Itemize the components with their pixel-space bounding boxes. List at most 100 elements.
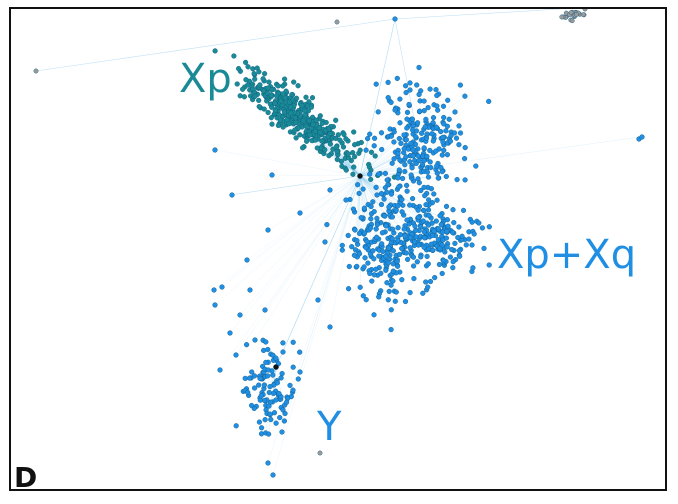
node-scattered [247, 287, 253, 293]
node-xp [276, 111, 282, 118]
node-y [295, 376, 301, 382]
node-xpxq [421, 108, 427, 114]
network-edge [317, 138, 361, 177]
network-edge [229, 175, 361, 334]
network-edge [359, 109, 396, 177]
node-xpxq [391, 156, 397, 162]
node-xpxq [434, 103, 440, 109]
node-scattered [469, 242, 475, 248]
network-nodes [33, 9, 645, 478]
node-xp [240, 86, 246, 92]
node-y [271, 410, 278, 416]
node-xpxq [450, 259, 456, 265]
node-xpxq [368, 216, 374, 222]
node-xp [282, 76, 288, 82]
node-xpxq [441, 258, 447, 264]
node-xpxq [399, 277, 405, 283]
node-xpxq [396, 167, 402, 173]
node-xpxq [440, 139, 446, 145]
node-xpxq [420, 290, 426, 296]
node-xpxq [429, 131, 435, 137]
node-xp [303, 94, 309, 100]
node-xpxq [394, 75, 400, 82]
node-xpxq [385, 297, 391, 303]
node-xpxq [448, 133, 454, 139]
node-xpxq [390, 268, 396, 274]
node-xpxq [374, 222, 381, 228]
network-edge [282, 175, 361, 353]
network-edge [359, 175, 396, 206]
network-edge [221, 175, 361, 288]
node-xpxq [365, 260, 371, 266]
node-scattered [280, 349, 286, 355]
network-edge [272, 175, 361, 476]
node-xpxq [391, 139, 397, 145]
node-xpxq [409, 127, 416, 133]
node-xpxq [456, 142, 462, 148]
node-xpxq [431, 191, 437, 197]
network-edge [35, 18, 396, 72]
node-xp [350, 171, 356, 177]
network-edge [271, 174, 361, 177]
node-xpxq [396, 251, 403, 258]
node-scattered [265, 227, 271, 233]
node-xpxq [462, 156, 468, 162]
node-xp [292, 127, 298, 133]
node-y [297, 349, 303, 355]
network-edge [359, 175, 405, 244]
node-scattered [262, 307, 268, 313]
node-xp [260, 76, 266, 82]
node-scattered [352, 227, 358, 233]
node-y [270, 372, 276, 378]
node-xpxq [438, 128, 444, 135]
node-xpxq [385, 79, 391, 86]
node-xpxq [428, 186, 435, 192]
node-xpxq [443, 235, 450, 241]
node-xpxq [357, 230, 363, 237]
node-xpxq [392, 298, 398, 304]
node-xp [260, 88, 267, 94]
node-xpxq [395, 263, 401, 269]
node-xpxq [486, 224, 492, 230]
node-xp [343, 167, 349, 173]
node-xpxq [455, 234, 461, 241]
node-xpxq [433, 86, 439, 93]
node-xpxq [457, 253, 463, 259]
node-xpxq [389, 214, 396, 220]
node-y [279, 371, 285, 377]
node-y [247, 375, 253, 381]
node-xpxq [371, 272, 377, 278]
network-edge [299, 175, 361, 214]
node-xpxq [447, 254, 454, 260]
node-y [257, 397, 263, 403]
node-y [287, 382, 293, 389]
network-graph [33, 9, 645, 478]
node-xpxq [436, 261, 443, 268]
node-peripheral [392, 16, 398, 22]
node-xpxq [421, 145, 427, 151]
node-xpxq [409, 165, 415, 171]
node-xpxq [439, 152, 445, 158]
node-xp [280, 83, 286, 89]
network-edge [305, 136, 361, 177]
node-xpxq [425, 174, 432, 180]
node-xpxq [425, 284, 431, 290]
node-xp [350, 150, 356, 156]
node-y [261, 347, 267, 354]
node-xp [256, 97, 262, 104]
network-edge [359, 175, 428, 224]
node-xpxq [400, 175, 406, 182]
node-xpxq [456, 123, 462, 129]
node-xp [333, 117, 339, 123]
network-edge [213, 175, 361, 291]
node-xp [293, 119, 299, 126]
node-y [290, 364, 296, 370]
node-xp [264, 90, 271, 96]
node-xpxq [367, 171, 373, 177]
node-xpxq [423, 116, 429, 123]
node-xp [269, 104, 275, 110]
node-xpxq [434, 197, 440, 203]
node-y [249, 369, 255, 375]
node-xp [265, 85, 271, 91]
node-xp [319, 138, 325, 144]
